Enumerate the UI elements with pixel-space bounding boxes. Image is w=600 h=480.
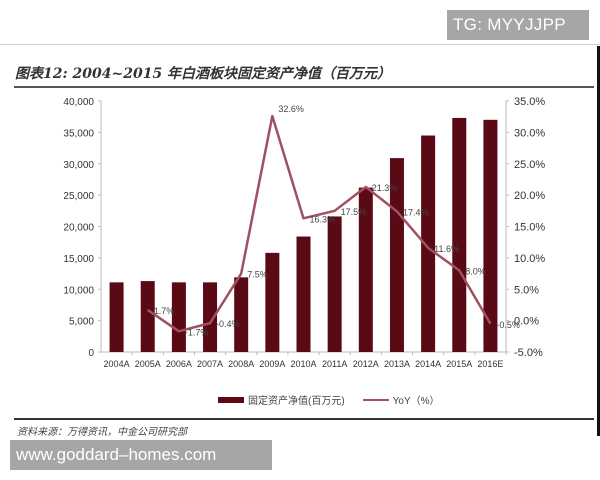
left-tick-label: 15,000 (63, 254, 94, 265)
right-tick-label: 0.0% (514, 316, 539, 328)
yoy-data-label: 7.5% (247, 270, 268, 280)
bar-2014A (421, 135, 436, 352)
yoy-data-label: 16.3% (310, 214, 336, 224)
bar-2016E (483, 119, 498, 352)
bar-2007A (203, 282, 218, 352)
yoy-data-label: 21.3% (372, 183, 398, 193)
legend-bar-swatch (218, 396, 244, 403)
right-tick-label: 5.0% (514, 284, 539, 296)
x-tick-label: 2005A (135, 359, 161, 369)
top-divider (0, 44, 600, 45)
yoy-data-label: -1.7% (185, 327, 209, 337)
left-tick-label: 5,000 (69, 317, 94, 328)
legend-bar-label: 固定资产净值(百万元) (248, 396, 345, 407)
bar-2005A (140, 281, 155, 352)
watermark-bottom: www.goddard–homes.com (10, 440, 272, 470)
bar-2015A (452, 117, 467, 352)
yoy-data-label: -0.4% (216, 319, 240, 329)
right-tick-label: 30.0% (514, 127, 545, 139)
left-tick-label: 40,000 (63, 97, 94, 108)
x-tick-label: 2016E (477, 359, 503, 369)
x-tick-label: 2012A (353, 359, 379, 369)
yoy-data-label: 1.7% (154, 306, 175, 316)
x-tick-label: 2015A (446, 359, 472, 369)
bar-2006A (171, 282, 186, 352)
x-tick-label: 2011A (322, 359, 347, 369)
yoy-data-label: 17.5% (341, 207, 367, 217)
yoy-data-label: -0.5% (496, 320, 520, 330)
left-tick-label: 35,000 (63, 128, 94, 139)
x-tick-label: 2010A (290, 359, 316, 369)
bar-2009A (265, 252, 280, 352)
source-note: 资料来源：万得资讯，中金公司研究部 (17, 427, 187, 438)
x-tick-label: 2007A (197, 359, 223, 369)
bar-2012A (358, 187, 373, 352)
x-tick-label: 2008A (228, 359, 254, 369)
left-tick-label: 20,000 (63, 223, 94, 234)
yoy-data-label: 8.0% (465, 266, 486, 276)
left-tick-label: 25,000 (63, 191, 94, 202)
left-tick-label: 10,000 (63, 285, 94, 296)
yoy-data-label: 17.4% (403, 207, 429, 217)
legend: 固定资产净值(百万元) YoY（%） (218, 392, 440, 407)
right-tick-label: 25.0% (514, 159, 545, 171)
yoy-data-label: 11.6% (434, 244, 459, 254)
right-tick-label: -5.0% (514, 347, 543, 359)
right-tick-label: 10.0% (514, 253, 545, 265)
legend-line-label: YoY（%） (392, 396, 440, 407)
title-rule (14, 86, 594, 88)
bar-2008A (234, 277, 249, 352)
yoy-line (147, 114, 492, 333)
x-tick-label: 2004A (104, 359, 130, 369)
right-tick-label: 35.0% (514, 96, 545, 108)
left-tick-label: 0 (88, 348, 94, 359)
bar-2011A (327, 216, 342, 352)
legend-line-swatch (362, 398, 389, 401)
x-tick-label: 2006A (166, 359, 192, 369)
chart-title: 图表12: 2004~2015 年白酒板块固定资产净值（百万元） (15, 66, 392, 82)
bar-2010A (296, 236, 311, 352)
x-tick-label: 2009A (259, 359, 285, 369)
bar-2013A (389, 158, 404, 352)
x-tick-label: 2014A (415, 359, 441, 369)
left-tick-label: 30,000 (63, 160, 94, 171)
bar-2004A (109, 282, 124, 352)
source-rule (14, 418, 594, 420)
x-tick-label: 2013A (384, 359, 410, 369)
watermark-top: TG: MYYJJPP (447, 10, 589, 40)
right-border (597, 46, 600, 436)
right-tick-label: 15.0% (514, 222, 545, 234)
yoy-data-label: 32.6% (278, 104, 304, 114)
right-tick-label: 20.0% (514, 190, 545, 202)
